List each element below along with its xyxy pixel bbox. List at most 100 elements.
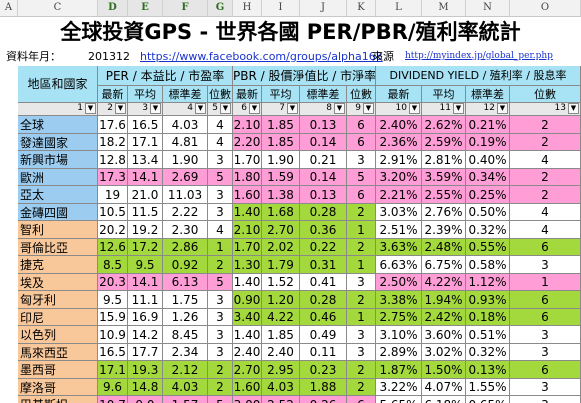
filter-dropdown-icon[interactable]: ▼ [568,103,579,114]
row-per-value: 14.8 [128,379,163,396]
column-letter-8[interactable]: J [300,0,347,16]
column-letter-13[interactable]: O [510,0,581,16]
row-pbr-value: 3.00 [233,396,262,403]
row-per-value: 5 [208,274,233,291]
row-per-value: 12.6 [98,239,128,256]
row-pbr-value: 2 [347,361,376,379]
row-pbr-value: 3 [347,151,376,169]
row-dy-value: 3 [510,326,581,344]
row-dy-value: 0.32% [466,221,510,239]
row-per-value: 3 [208,204,233,221]
facebook-link[interactable]: https://www.facebook.com/groups/alpha168 [140,50,383,63]
column-letter-11[interactable]: M [422,0,466,16]
row-dy-value: 2.55% [422,186,466,204]
country-name: 全球 [18,116,98,134]
row-dy-value: 2.89% [376,344,422,361]
column-letter-1[interactable]: C [18,0,98,16]
filter-dropdown-icon[interactable]: ▼ [195,103,206,114]
filter-number: 10 [395,103,407,113]
source-link[interactable]: http://myindex.jp/global_per.php [405,51,553,61]
filter-dropdown-icon[interactable]: ▼ [115,103,126,114]
filter-dropdown-icon[interactable]: ▼ [150,103,161,114]
row-dy-value: 0.40% [466,151,510,169]
country-name: 埃及 [18,274,98,291]
row-pbr-value: 0.90 [233,291,262,309]
sub-header-8: 位數 [347,86,376,103]
row-pbr-value: 6 [347,134,376,151]
filter-dropdown-icon[interactable]: ▼ [363,103,374,114]
row-per-value: 14.1 [128,169,163,186]
row-pbr-value: 3 [347,344,376,361]
row-dy-value: 5.65% [376,396,422,403]
row-per-value: 5 [208,169,233,186]
column-letter-5[interactable]: G [208,0,233,16]
row-per-value: 10.7 [98,396,128,403]
per-group-header: PER / 本益比 / 市盈率 [98,66,233,86]
filter-dropdown-icon[interactable]: ▼ [334,103,345,114]
row-pbr-value: 2.52 [262,396,300,403]
row-per-value: 11.5 [128,204,163,221]
sub-header-6: 平均 [262,86,300,103]
row-pbr-value: 0.36 [300,221,347,239]
country-name: 哥倫比亞 [18,239,98,256]
row-pbr-value: 2.40 [233,344,262,361]
row-per-value: 13.4 [128,151,163,169]
row-dy-value: 2.42% [422,309,466,326]
filter-number: 6 [241,103,247,113]
row-per-value: 2.30 [163,221,208,239]
row-dy-value: 3.63% [376,239,422,256]
row-dy-value: 4 [510,204,581,221]
row-dy-value: 3.22% [376,379,422,396]
row-per-value: 1.90 [163,151,208,169]
row-per-value: 9.0 [128,396,163,403]
filter-dropdown-icon[interactable]: ▼ [497,103,508,114]
filter-number: 12 [483,103,495,113]
filter-dropdown-icon[interactable]: ▼ [409,103,420,114]
column-letter-3[interactable]: E [128,0,163,16]
filter-cell-3: 3 ▼ [128,103,163,116]
filter-dropdown-icon[interactable]: ▼ [85,103,96,114]
row-pbr-value: 2.10 [233,221,262,239]
column-letter-9[interactable]: K [347,0,376,16]
row-per-value: 19.3 [128,361,163,379]
column-letter-7[interactable]: I [262,0,300,16]
row-pbr-value: 0.49 [300,326,347,344]
row-pbr-value: 1 [347,221,376,239]
row-per-value: 4 [208,134,233,151]
column-letter-0[interactable]: A [0,0,18,16]
row-per-value: 1.26 [163,309,208,326]
row-pbr-value: 3 [347,274,376,291]
filter-dropdown-icon[interactable]: ▼ [249,103,260,114]
filter-cell-8: 8 ▼ [300,103,347,116]
row-per-value: 19.2 [128,221,163,239]
row-per-value: 9.5 [98,291,128,309]
row-pbr-value: 2.40 [262,344,300,361]
row-pbr-value: 0.46 [300,309,347,326]
row-pbr-value: 2.70 [262,221,300,239]
row-dy-value: 2.76% [422,204,466,221]
row-pbr-value: 4.22 [262,309,300,326]
row-pbr-value: 0.14 [300,134,347,151]
row-pbr-value: 0.21 [300,151,347,169]
row-pbr-value: 3 [347,326,376,344]
column-letter-2[interactable]: D [98,0,128,16]
column-letter-6[interactable]: H [233,0,262,16]
row-pbr-value: 4.03 [262,379,300,396]
row-per-value: 6.13 [163,274,208,291]
filter-dropdown-icon[interactable]: ▼ [453,103,464,114]
row-pbr-value: 0.31 [300,256,347,274]
row-pbr-value: 1.40 [233,204,262,221]
filter-number: 2 [107,103,113,113]
column-letter-10[interactable]: L [376,0,422,16]
sub-header-5: 最新 [233,86,262,103]
row-pbr-value: 2.20 [233,134,262,151]
row-per-value: 2 [208,379,233,396]
filter-dropdown-icon[interactable]: ▼ [220,103,231,114]
row-dy-value: 1.12% [466,274,510,291]
row-pbr-value: 1.85 [262,116,300,134]
column-letter-4[interactable]: F [163,0,208,16]
row-pbr-value: 1.85 [262,134,300,151]
row-pbr-value: 0.26 [300,396,347,403]
column-letter-12[interactable]: N [466,0,510,16]
filter-dropdown-icon[interactable]: ▼ [287,103,298,114]
